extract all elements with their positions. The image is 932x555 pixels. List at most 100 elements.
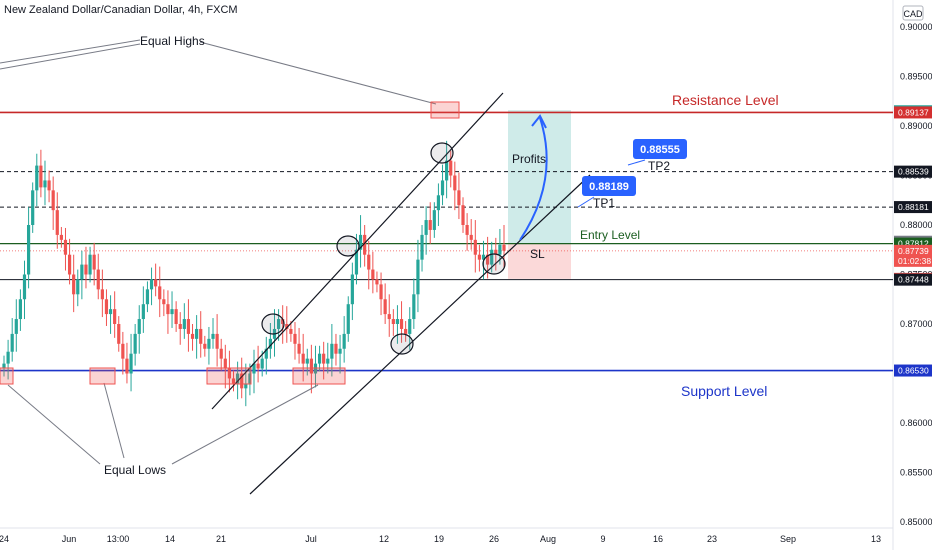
candle-body bbox=[117, 324, 121, 344]
candle-body bbox=[121, 343, 125, 359]
candle-body bbox=[379, 284, 383, 300]
candle-body bbox=[72, 274, 76, 295]
candle-body bbox=[330, 343, 334, 359]
candle-body bbox=[285, 324, 289, 329]
candle-body bbox=[375, 279, 379, 285]
candle-body bbox=[59, 234, 63, 240]
x-tick-label: Sep bbox=[780, 534, 796, 544]
candle-body bbox=[494, 249, 498, 255]
candle-body bbox=[223, 358, 227, 369]
candle-body bbox=[481, 254, 486, 260]
candle-body bbox=[174, 309, 178, 324]
candle-body bbox=[84, 264, 88, 275]
candle-body bbox=[240, 373, 244, 389]
candle-body bbox=[334, 343, 338, 354]
candle-body bbox=[14, 319, 18, 334]
candle-body bbox=[457, 190, 461, 206]
candle-body bbox=[420, 234, 424, 260]
price-label-value: 0.87739 bbox=[898, 246, 929, 256]
equal-highs-pointer bbox=[199, 41, 437, 105]
candle-body bbox=[26, 225, 31, 275]
candle-body bbox=[55, 210, 59, 235]
candle-body bbox=[363, 234, 367, 255]
candle-body bbox=[166, 304, 170, 315]
candle-body bbox=[293, 333, 297, 344]
highlight-box bbox=[206, 367, 252, 385]
price-label-box bbox=[894, 364, 932, 377]
y-tick-label: 0.89500 bbox=[900, 72, 932, 82]
candle-body bbox=[43, 180, 47, 188]
candle-body bbox=[289, 328, 293, 334]
x-tick-label: 9 bbox=[600, 534, 605, 544]
y-tick-label: 0.89000 bbox=[900, 121, 932, 131]
candle-body bbox=[6, 351, 10, 364]
touch-point-circle bbox=[336, 235, 360, 257]
profit-arrow-head bbox=[531, 114, 547, 129]
price-label-value: 0.89137 bbox=[898, 107, 929, 117]
candle-body bbox=[317, 353, 322, 364]
candle-body bbox=[67, 254, 72, 275]
touch-point-circle bbox=[430, 142, 454, 164]
price-label-box bbox=[894, 273, 932, 286]
tp-badge bbox=[582, 176, 636, 196]
support-label: Support Level bbox=[681, 383, 767, 399]
price-label-value: 0.88181 bbox=[898, 202, 929, 212]
tp1-label: TP1 bbox=[593, 196, 615, 210]
profits-label: Profits bbox=[512, 152, 546, 166]
candle-body bbox=[469, 234, 473, 240]
candle-body bbox=[145, 289, 150, 305]
candle-body bbox=[31, 190, 35, 225]
x-tick-label: 21 bbox=[216, 534, 226, 544]
highlight-box bbox=[292, 367, 346, 385]
tp-badge-value: 0.88555 bbox=[640, 144, 680, 156]
x-tick-label: 19 bbox=[434, 534, 444, 544]
price-label-box bbox=[894, 201, 932, 214]
candle-body bbox=[404, 328, 408, 334]
candle-body bbox=[436, 195, 441, 211]
candle-body bbox=[367, 254, 371, 270]
candle-body bbox=[47, 180, 51, 191]
candle-body bbox=[416, 259, 420, 295]
currency-label: CAD bbox=[903, 9, 923, 19]
candle-body bbox=[297, 343, 301, 354]
candle-body bbox=[113, 309, 117, 324]
candle-body bbox=[190, 333, 195, 339]
x-tick-label: Aug bbox=[540, 534, 556, 544]
currency-box bbox=[902, 5, 924, 21]
equal-highs-pointer bbox=[0, 39, 141, 64]
candle-body bbox=[276, 319, 281, 329]
candle-body bbox=[219, 348, 223, 359]
candle-body bbox=[490, 249, 494, 265]
price-label-value: 0.87448 bbox=[898, 275, 929, 285]
candle-body bbox=[22, 274, 27, 300]
candle-body bbox=[354, 249, 359, 275]
candle-body bbox=[477, 254, 482, 260]
candle-body bbox=[281, 319, 285, 324]
candle-body bbox=[207, 338, 211, 349]
candle-body bbox=[326, 358, 330, 364]
highlight-box bbox=[0, 367, 14, 385]
candle-body bbox=[96, 269, 100, 290]
candle-body bbox=[371, 269, 375, 280]
candle-body bbox=[342, 333, 346, 349]
highlight-box bbox=[89, 367, 116, 385]
candle-body bbox=[137, 319, 141, 334]
y-tick-label: 0.85500 bbox=[900, 468, 932, 478]
x-tick-label: 13:00 bbox=[107, 534, 130, 544]
entry-label: Entry Level bbox=[580, 228, 640, 242]
x-tick-label: 12 bbox=[379, 534, 389, 544]
candle-body bbox=[129, 353, 133, 374]
candle-body bbox=[35, 165, 39, 191]
candle-body bbox=[203, 343, 207, 349]
equal-lows-label: Equal Lows bbox=[104, 463, 166, 477]
candle-body bbox=[260, 358, 264, 369]
candle-body bbox=[428, 220, 432, 230]
y-tick-label: 0.85000 bbox=[900, 517, 932, 527]
price-label-value: 0.86530 bbox=[898, 366, 929, 376]
profit-arrow-curve bbox=[519, 117, 548, 241]
candle-body bbox=[502, 244, 506, 251]
candle-body bbox=[231, 378, 236, 384]
touch-point-circle bbox=[261, 313, 285, 335]
